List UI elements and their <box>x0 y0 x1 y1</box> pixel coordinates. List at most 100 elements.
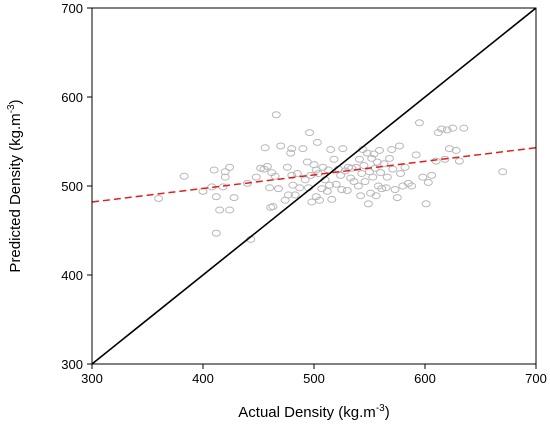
y-tick-label-3: 500 <box>61 179 83 194</box>
data-point-21 <box>262 162 272 170</box>
data-point-117 <box>437 125 447 133</box>
data-point-66 <box>338 145 348 153</box>
data-point-76 <box>356 192 366 200</box>
data-point-61 <box>329 155 339 163</box>
data-point-81 <box>362 149 372 157</box>
data-point-93 <box>376 169 386 177</box>
data-point-85 <box>367 154 377 162</box>
data-point-104 <box>396 170 406 178</box>
data-point-6 <box>211 229 221 237</box>
data-point-118 <box>440 155 450 163</box>
data-point-56 <box>322 187 332 195</box>
data-point-77 <box>357 170 367 178</box>
y-tick-label-4: 600 <box>61 90 83 105</box>
y-tick-label-2: 400 <box>61 268 83 283</box>
lines-layer <box>91 7 537 365</box>
data-point-125 <box>498 168 508 176</box>
data-point-1 <box>154 194 164 202</box>
data-point-38 <box>292 170 302 178</box>
data-point-7 <box>211 193 221 201</box>
data-point-39 <box>295 184 305 192</box>
data-point-97 <box>382 173 392 181</box>
data-point-71 <box>347 164 357 172</box>
data-point-101 <box>390 186 400 194</box>
data-point-37 <box>290 191 300 199</box>
data-point-108 <box>407 182 417 190</box>
x-tick-label-5: 700 <box>525 371 547 386</box>
data-point-12 <box>225 163 235 171</box>
data-point-121 <box>448 124 458 132</box>
data-point-103 <box>394 142 404 150</box>
data-point-79 <box>359 162 369 170</box>
data-point-86 <box>368 173 378 181</box>
data-point-13 <box>225 206 235 214</box>
points-layer <box>154 111 508 243</box>
data-point-112 <box>421 200 431 208</box>
data-point-22 <box>265 184 275 192</box>
y-tick-label-1: 300 <box>61 357 83 372</box>
data-point-34 <box>287 145 297 153</box>
data-point-20 <box>260 144 270 152</box>
data-point-99 <box>387 146 397 154</box>
data-point-32 <box>283 191 293 199</box>
data-point-109 <box>411 151 421 159</box>
data-point-68 <box>342 186 352 194</box>
data-point-96 <box>381 184 391 192</box>
data-point-24 <box>267 169 277 177</box>
x-tick-label-1: 300 <box>81 371 103 386</box>
data-point-62 <box>331 180 341 188</box>
data-point-111 <box>418 173 428 181</box>
data-point-123 <box>454 157 464 165</box>
data-point-74 <box>353 182 363 190</box>
data-point-113 <box>423 178 433 186</box>
data-point-9 <box>218 183 228 191</box>
x-tick-label-4: 600 <box>414 371 436 386</box>
data-point-70 <box>346 174 356 182</box>
data-point-90 <box>372 158 382 166</box>
ticks-layer: 300 400 500 600 700 300 400 500 600 700 <box>61 1 547 386</box>
data-point-59 <box>326 146 336 154</box>
data-point-106 <box>400 163 410 171</box>
data-point-31 <box>282 163 292 171</box>
data-point-60 <box>327 195 337 203</box>
data-point-92 <box>374 146 384 154</box>
data-point-10 <box>220 173 230 181</box>
data-point-57 <box>323 166 333 174</box>
data-point-119 <box>442 126 452 134</box>
data-point-2 <box>179 172 189 180</box>
data-point-33 <box>286 149 296 157</box>
data-point-3 <box>198 187 208 195</box>
data-point-8 <box>215 206 225 214</box>
data-point-17 <box>251 173 261 181</box>
x-axis-title: Actual Density (kg.m-3) <box>238 403 389 421</box>
data-point-95 <box>379 160 389 168</box>
data-point-80 <box>360 178 370 186</box>
data-point-116 <box>433 129 443 137</box>
data-point-120 <box>444 145 454 153</box>
data-point-49 <box>311 193 321 201</box>
data-point-64 <box>336 171 346 179</box>
data-point-40 <box>298 145 308 153</box>
data-point-52 <box>315 196 325 204</box>
data-point-102 <box>392 194 402 202</box>
data-point-75 <box>355 155 365 163</box>
data-point-94 <box>377 185 387 193</box>
identity-line <box>91 7 537 365</box>
data-point-28 <box>273 185 283 193</box>
data-point-29 <box>276 142 286 150</box>
data-point-41 <box>300 176 310 184</box>
data-point-25 <box>268 202 278 210</box>
data-point-89 <box>371 192 381 200</box>
regression-fit-line <box>91 146 537 203</box>
data-point-5 <box>209 166 219 174</box>
data-point-27 <box>271 111 281 119</box>
data-point-15 <box>242 179 252 187</box>
data-point-87 <box>369 150 379 158</box>
data-point-110 <box>414 119 424 127</box>
x-tick-label-3: 500 <box>303 371 325 386</box>
data-point-98 <box>384 154 394 162</box>
data-point-72 <box>349 178 359 186</box>
data-point-122 <box>451 146 461 154</box>
data-point-114 <box>427 171 437 179</box>
y-tick-label-5: 700 <box>61 1 83 16</box>
